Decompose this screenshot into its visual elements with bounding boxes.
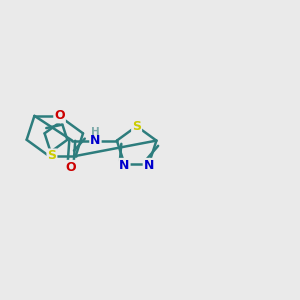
Text: S: S: [47, 149, 56, 162]
Text: S: S: [132, 120, 141, 133]
Text: N: N: [119, 159, 130, 172]
Text: N: N: [90, 134, 100, 147]
Text: N: N: [144, 159, 154, 172]
Text: O: O: [65, 161, 76, 174]
Text: H: H: [91, 127, 100, 137]
Text: O: O: [54, 110, 65, 122]
